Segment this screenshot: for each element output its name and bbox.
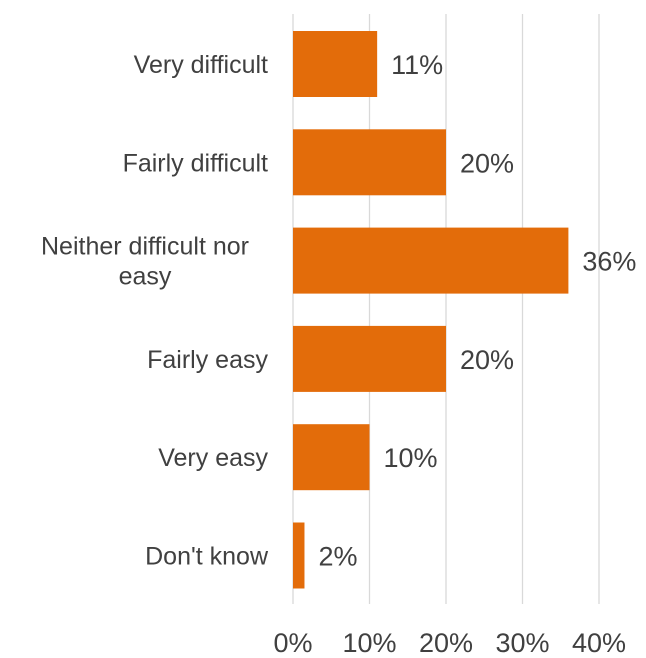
- x-tick-label-10: 10%: [342, 628, 396, 658]
- x-tick-label-0: 0%: [273, 628, 312, 658]
- value-label-2: 36%: [582, 247, 636, 277]
- x-tick-label-40: 40%: [572, 628, 626, 658]
- category-label-1: Fairly difficult: [123, 149, 268, 177]
- gridlines: [292, 14, 600, 604]
- value-label-5: 2%: [318, 542, 357, 572]
- value-label-1: 20%: [460, 148, 514, 178]
- x-axis-tick-labels: 0% 10% 20% 30% 40%: [273, 628, 626, 658]
- value-label-4: 10%: [384, 443, 438, 473]
- bars: [293, 31, 569, 589]
- value-label-0: 11%: [391, 50, 443, 80]
- category-label-1-line-0: Fairly difficult: [123, 149, 268, 177]
- x-tick-label-30: 30%: [495, 628, 549, 658]
- value-label-3: 20%: [460, 345, 514, 375]
- category-label-4: Very easy: [158, 444, 268, 472]
- bar-4: [293, 424, 370, 491]
- bar-0: [293, 31, 378, 97]
- category-label-5: Don't know: [145, 543, 269, 571]
- category-label-2-line-0: Neither difficult nor: [41, 233, 249, 261]
- category-label-0-line-0: Very difficult: [134, 51, 268, 79]
- category-label-4-line-0: Very easy: [158, 444, 268, 472]
- value-labels: 11% 20% 36% 20% 10% 2%: [318, 50, 636, 572]
- category-label-3: Fairly easy: [147, 346, 268, 374]
- bar-2: [293, 227, 569, 294]
- category-label-2: Neither difficult nor easy: [41, 233, 249, 291]
- bar-3: [293, 325, 446, 392]
- category-label-0: Very difficult: [134, 51, 268, 79]
- x-tick-label-20: 20%: [419, 628, 473, 658]
- category-labels: Very difficult Fairly difficult Neither di…: [41, 51, 269, 571]
- category-label-5-line-0: Don't know: [145, 543, 269, 571]
- bar-1: [293, 129, 446, 196]
- bar-5: [293, 522, 305, 589]
- category-label-2-line-1: easy: [119, 263, 172, 291]
- category-label-3-line-0: Fairly easy: [147, 346, 268, 374]
